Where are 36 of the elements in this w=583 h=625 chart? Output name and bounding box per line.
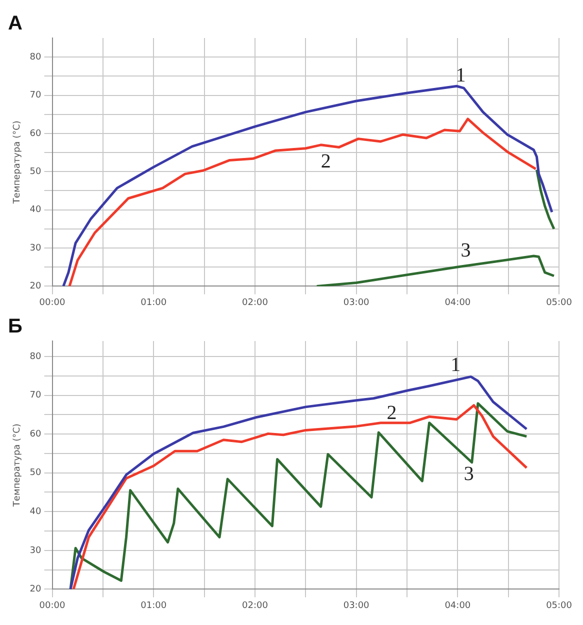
- series-label: 1: [450, 354, 461, 376]
- x-tick-label: 05:00: [546, 600, 572, 611]
- x-tick-label: 04:00: [444, 298, 471, 308]
- y-tick-label: 30: [30, 546, 42, 556]
- y-tick-label: 50: [30, 468, 42, 478]
- x-tick-label: 00:00: [39, 600, 66, 611]
- y-tick-label: 30: [30, 243, 42, 254]
- y-axis-title: Температура (°C): [12, 424, 23, 508]
- x-tick-label: 05:00: [546, 298, 572, 308]
- x-tick-label: 02:00: [242, 600, 268, 611]
- y-tick-label: 80: [30, 52, 42, 62]
- y-tick-label: 60: [30, 429, 42, 440]
- x-tick-label: 03:00: [343, 298, 370, 308]
- y-tick-label: 60: [30, 128, 42, 139]
- x-tick-label: 03:00: [343, 600, 370, 611]
- chart-title: А: [8, 12, 22, 35]
- y-tick-label: 70: [30, 90, 42, 101]
- series-label: 2: [386, 402, 397, 424]
- series-label: 3: [460, 240, 471, 262]
- chart-title: Б: [8, 316, 22, 338]
- y-tick-label: 40: [30, 205, 42, 216]
- y-tick-label: 80: [30, 352, 42, 362]
- y-tick-label: 20: [30, 282, 42, 292]
- series-label: 1: [456, 64, 466, 86]
- x-tick-label: 00:00: [39, 298, 66, 308]
- y-tick-label: 50: [30, 166, 42, 177]
- x-tick-label: 04:00: [444, 600, 471, 611]
- x-tick-label: 01:00: [140, 600, 167, 611]
- series-label: 3: [464, 463, 474, 486]
- y-axis-title: Температура (°C): [12, 120, 23, 205]
- y-tick-label: 40: [30, 506, 42, 517]
- x-tick-label: 02:00: [242, 298, 268, 308]
- y-tick-label: 20: [30, 584, 42, 595]
- x-tick-label: 01:00: [140, 298, 167, 308]
- series-label: 2: [320, 150, 331, 172]
- y-tick-label: 70: [30, 390, 42, 401]
